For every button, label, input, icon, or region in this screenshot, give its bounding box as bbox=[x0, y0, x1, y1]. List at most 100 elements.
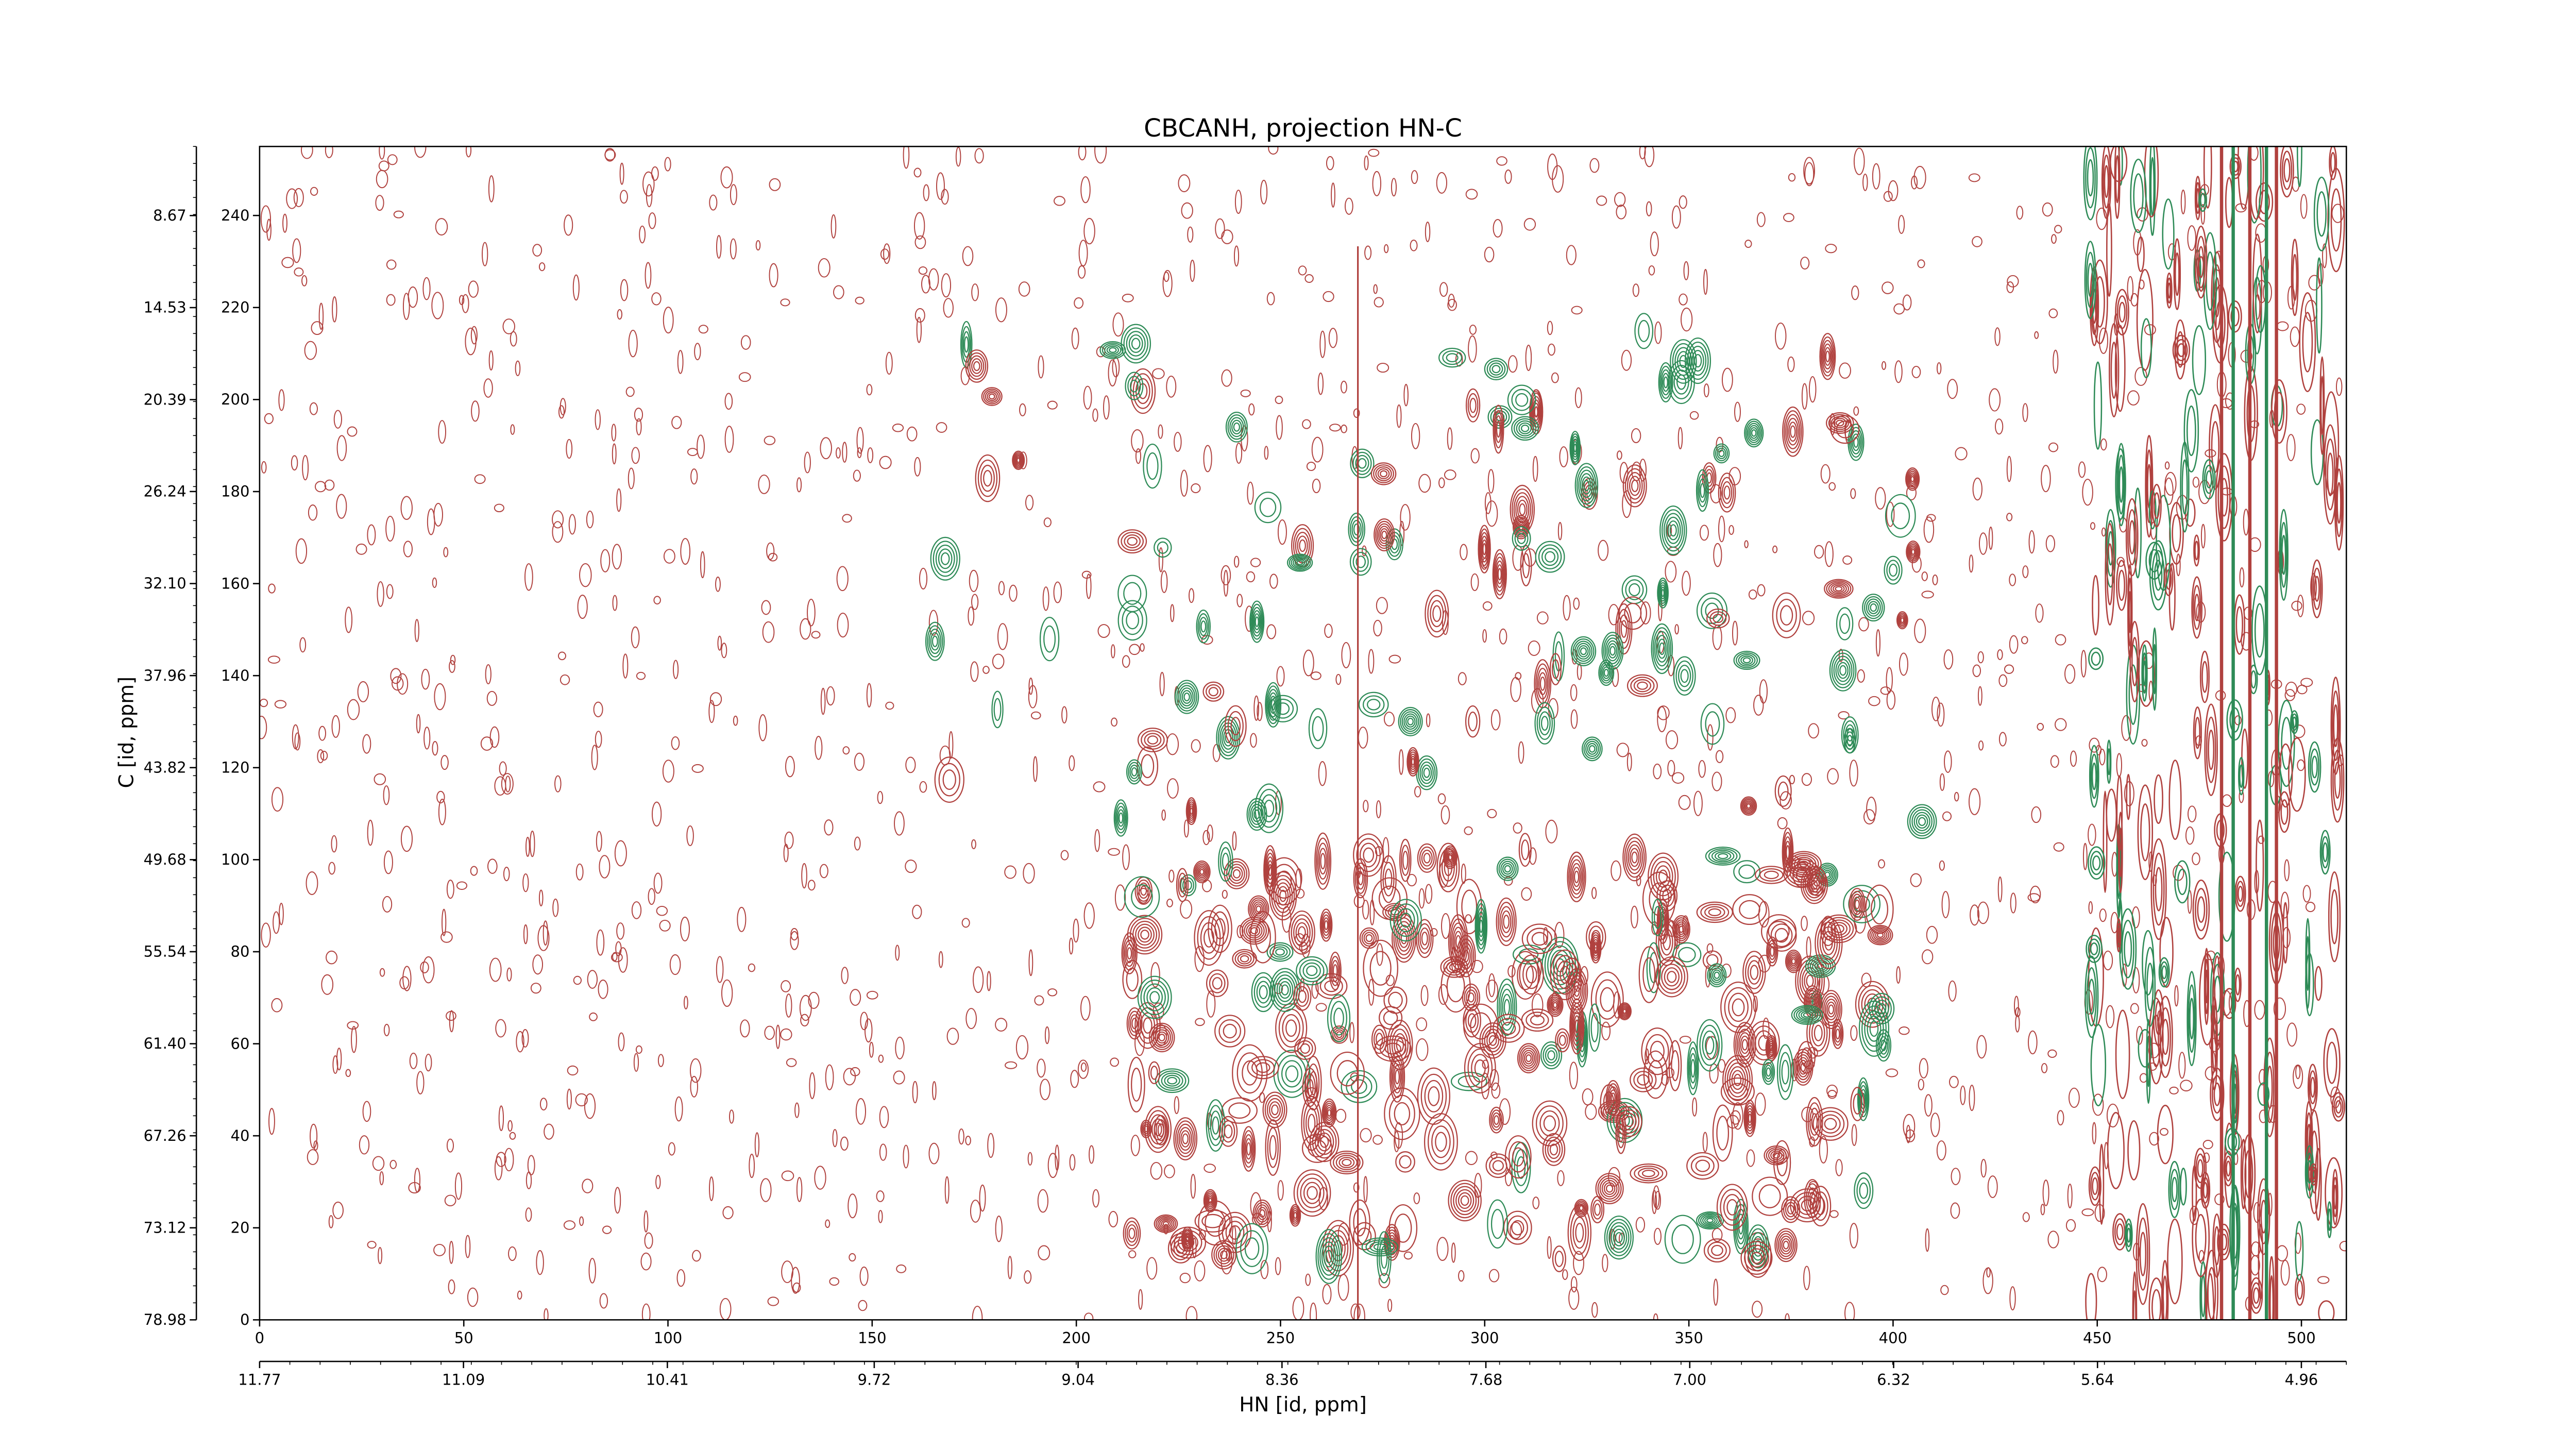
contour-line bbox=[1275, 882, 1291, 909]
contour-line bbox=[1657, 580, 1668, 606]
contour-line bbox=[1777, 1233, 1794, 1257]
contour-line bbox=[930, 536, 960, 581]
contour-line bbox=[1004, 865, 1016, 879]
contour-line bbox=[1557, 1031, 1568, 1049]
contour-line bbox=[1825, 412, 1854, 434]
contour-line bbox=[1827, 1090, 1837, 1099]
contour-line bbox=[1232, 831, 1237, 851]
contour-line bbox=[2068, 1087, 2080, 1108]
contour-line bbox=[1858, 985, 1887, 1024]
contour-line bbox=[854, 752, 865, 771]
contour-line bbox=[1496, 856, 1519, 881]
contour-line bbox=[1012, 452, 1024, 469]
contour-line bbox=[631, 901, 642, 919]
contour-line bbox=[1836, 607, 1854, 641]
contour-line bbox=[1770, 1150, 1783, 1160]
contour-line bbox=[1469, 324, 1477, 335]
contour-line bbox=[1140, 885, 1147, 896]
contour-line bbox=[1689, 345, 1707, 376]
contour-line bbox=[1628, 844, 1641, 871]
contour-line bbox=[1378, 885, 1401, 912]
contour-line bbox=[1487, 469, 1495, 494]
contour-line bbox=[1611, 860, 1621, 881]
contour-line bbox=[716, 235, 722, 259]
contour-line bbox=[1805, 954, 1836, 978]
contour-line bbox=[1570, 709, 1578, 729]
contour-line bbox=[1807, 866, 1827, 896]
contour-line bbox=[1664, 967, 1680, 987]
contour-line bbox=[1403, 1251, 1413, 1260]
contour-line bbox=[1161, 1220, 1171, 1228]
contour-line bbox=[1474, 1059, 1486, 1077]
contour-line bbox=[1268, 146, 1279, 155]
contour-line bbox=[1776, 1044, 1794, 1100]
contour-line bbox=[1498, 858, 1517, 879]
contour-line bbox=[932, 1081, 937, 1101]
contour-line bbox=[1853, 1093, 1862, 1115]
contour-line bbox=[1499, 906, 1513, 938]
contour-line bbox=[271, 787, 284, 812]
contour-line bbox=[2200, 204, 2206, 225]
contour-line bbox=[1131, 1017, 1138, 1030]
contour-line bbox=[1440, 956, 1468, 978]
contour-line bbox=[566, 439, 573, 459]
contour-line bbox=[895, 945, 900, 961]
contour-line bbox=[1080, 996, 1091, 1021]
contour-line bbox=[1768, 942, 1776, 961]
contour-line bbox=[1215, 218, 1225, 239]
contour-line bbox=[1758, 1184, 1781, 1208]
contour-line bbox=[1722, 1055, 1753, 1105]
contour-line bbox=[1235, 442, 1243, 464]
contour-line bbox=[1203, 445, 1212, 473]
contour-line bbox=[2333, 704, 2338, 747]
contour-line bbox=[1758, 1035, 1770, 1051]
contour-line bbox=[1156, 1119, 1166, 1141]
contour-line bbox=[1496, 420, 1501, 438]
contour-line bbox=[1206, 1099, 1226, 1152]
contour-line bbox=[1911, 549, 1916, 555]
contour-line bbox=[1467, 1013, 1477, 1029]
x2-tick-label: 7.68 bbox=[1469, 1371, 1503, 1388]
contour-line bbox=[2148, 1277, 2164, 1320]
contour-line bbox=[2098, 327, 2108, 354]
contour-line bbox=[1703, 383, 1709, 398]
contour-line bbox=[1570, 1210, 1589, 1255]
contour-line bbox=[975, 454, 1001, 502]
contour-line bbox=[1494, 557, 1505, 592]
contour-line bbox=[1776, 599, 1797, 632]
contour-line bbox=[916, 316, 922, 343]
contour-line bbox=[811, 631, 821, 639]
contour-line bbox=[1511, 416, 1539, 441]
contour-line bbox=[1565, 968, 1588, 1014]
contour-line bbox=[1537, 668, 1549, 700]
contour-line bbox=[575, 1093, 588, 1107]
contour-line bbox=[2284, 859, 2290, 882]
contour-line bbox=[1211, 1240, 1236, 1270]
contour-line bbox=[2235, 974, 2241, 996]
contour-line bbox=[1702, 1132, 1708, 1153]
contour-line bbox=[1659, 642, 1665, 655]
y-tick-label: 80 bbox=[231, 943, 250, 961]
contour-line bbox=[1286, 553, 1313, 572]
contour-line bbox=[724, 426, 734, 453]
contour-line bbox=[1182, 1133, 1189, 1144]
contour-line bbox=[826, 686, 835, 706]
contour-line bbox=[1232, 949, 1257, 969]
contour-line bbox=[1787, 417, 1799, 446]
contour-line bbox=[1532, 456, 1538, 482]
contour-line bbox=[1323, 1100, 1336, 1125]
y2-tick-label: 61.40 bbox=[144, 1035, 187, 1052]
contour-line bbox=[2088, 823, 2096, 846]
contour-line bbox=[2027, 893, 2041, 902]
contour-line bbox=[912, 1081, 918, 1104]
contour-line bbox=[1197, 865, 1207, 879]
contour-line bbox=[2087, 846, 2106, 880]
contour-line bbox=[933, 541, 958, 577]
contour-line bbox=[1621, 349, 1632, 371]
contour-line bbox=[1657, 902, 1668, 940]
contour-line bbox=[2212, 1015, 2217, 1072]
contour-line bbox=[281, 257, 294, 268]
contour-line bbox=[1255, 921, 1271, 953]
contour-line bbox=[1128, 334, 1143, 353]
contour-line bbox=[1467, 1048, 1493, 1088]
